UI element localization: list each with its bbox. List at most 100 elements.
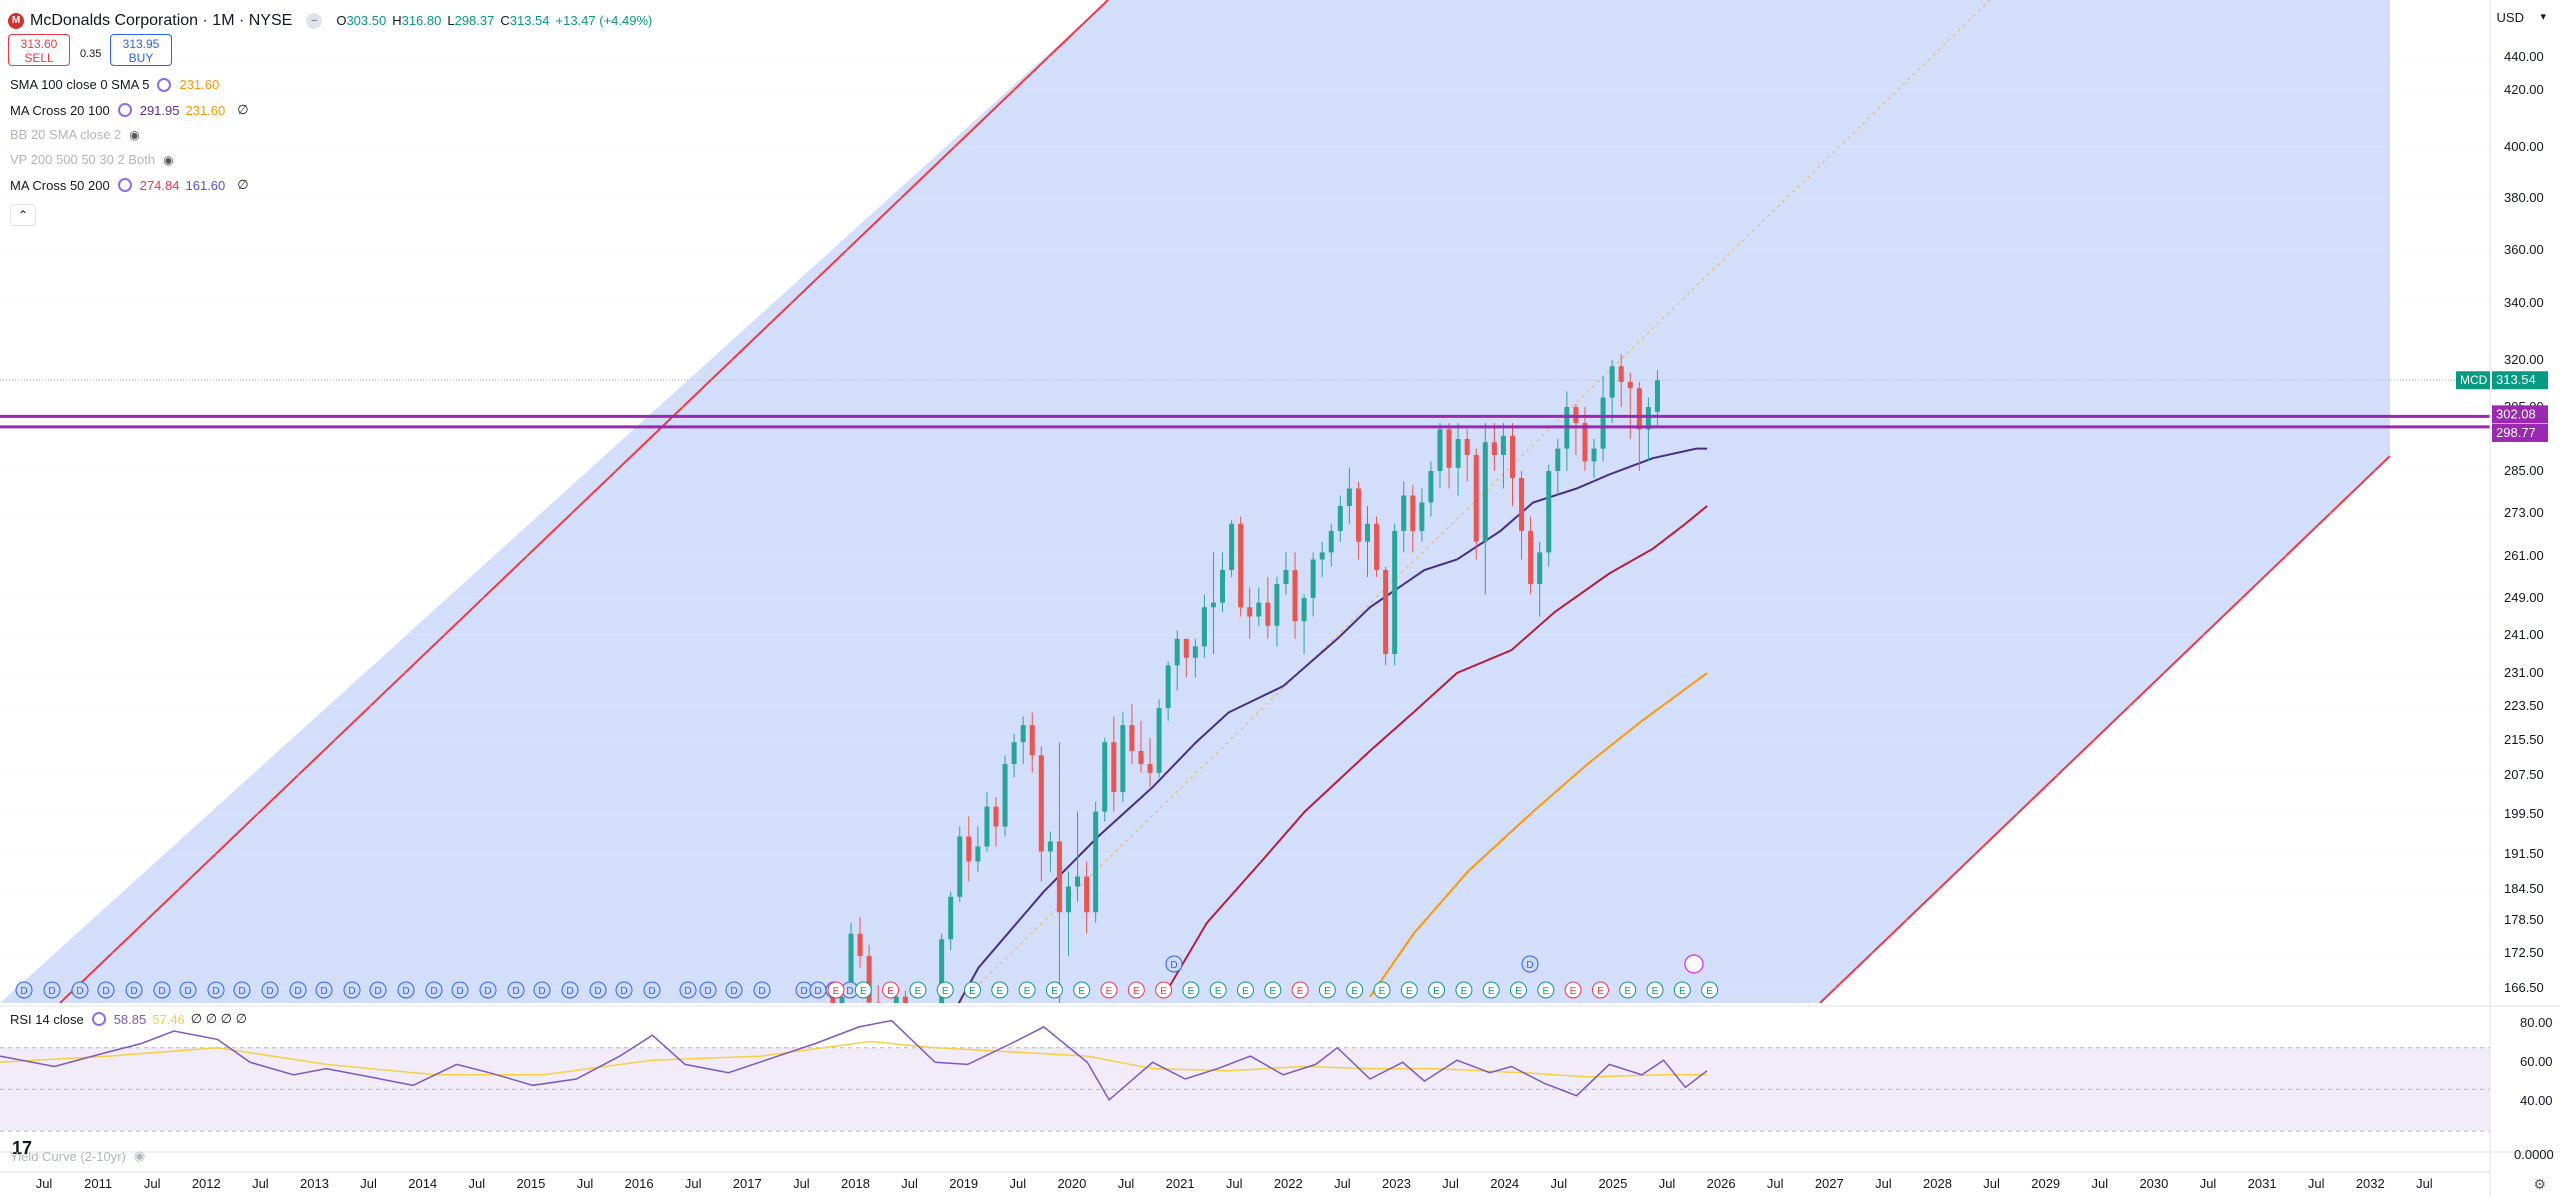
candle-body	[875, 1002, 881, 1003]
candle-body	[1337, 506, 1343, 531]
earnings-marker-label: E	[1051, 986, 1058, 997]
dividend-marker-label: D	[484, 986, 491, 997]
candlesticks[interactable]	[830, 354, 1660, 1197]
candle-body	[1419, 502, 1425, 531]
candle	[1374, 516, 1380, 577]
ohlc-value: 316.80	[401, 13, 442, 28]
indicator-legend-row[interactable]: BB 20 SMA close 2 ◉	[10, 127, 148, 142]
price-tick-label: 400.00	[2504, 139, 2544, 154]
indicator-name[interactable]: SMA 100 close 0 SMA 5	[10, 77, 150, 92]
chevron-down-icon[interactable]: ▾	[2540, 11, 2546, 23]
earnings-marker: E	[991, 981, 1009, 999]
earnings-marker-circle	[1237, 981, 1254, 999]
candle-body	[1482, 442, 1488, 542]
earnings-marker: E	[1318, 981, 1336, 999]
tradingview-logo-icon[interactable]: 17	[12, 1138, 33, 1158]
candle	[1365, 506, 1371, 577]
time-tick-label: 2031	[2248, 1176, 2277, 1191]
earnings-marker-circle	[1482, 981, 1500, 999]
candle	[1645, 397, 1651, 462]
price-tick-label: 184.50	[2504, 881, 2544, 896]
candle-body	[939, 939, 945, 1003]
dividend-marker: D	[1521, 955, 1539, 973]
indicator-legend-row[interactable]: SMA 100 close 0 SMA 5 231.60	[10, 77, 225, 92]
indicator-settings-icon[interactable]	[117, 103, 132, 117]
candle	[1075, 811, 1081, 902]
candle	[1201, 594, 1207, 658]
resistance-lines[interactable]	[0, 414, 2490, 429]
candle	[1355, 481, 1361, 560]
last-price-tag-bg	[2492, 371, 2548, 390]
dividend-marker-circle	[153, 981, 171, 999]
candle	[1482, 423, 1488, 595]
dividend-marker-label: D	[348, 986, 355, 997]
parallel-channel[interactable]	[0, 0, 2391, 1003]
candle-body	[1319, 552, 1325, 560]
earnings-marker-circle	[827, 981, 845, 999]
earnings-marker-label: E	[915, 986, 922, 997]
dividend-marker-label: D	[846, 986, 853, 997]
indicator-name[interactable]: VP 200 500 50 30 2 Both	[10, 152, 156, 167]
candle-body	[1229, 523, 1235, 570]
collapse-legend-button[interactable]: ⌃	[10, 204, 36, 226]
candle-body	[1410, 495, 1416, 531]
gear-icon[interactable]: ⚙	[2533, 1176, 2546, 1192]
earnings-marker: E	[1346, 981, 1364, 999]
symbol-title[interactable]: McDonalds Corporation · 1M · NYSE	[30, 11, 293, 29]
time-tick-label: 2026	[1707, 1176, 1736, 1191]
earnings-marker-label: E	[969, 986, 976, 997]
eye-hidden-icon[interactable]: ◉	[129, 127, 140, 142]
market-status-icon[interactable]: –	[306, 12, 323, 29]
candle	[1120, 712, 1126, 802]
candle	[975, 826, 981, 872]
indicator-name[interactable]: MA Cross 50 200	[10, 177, 110, 193]
dividend-marker-circle	[699, 981, 717, 999]
indicator-legend-row[interactable]: MA Cross 20 100 291.95 231.60 ∅	[10, 102, 249, 118]
earnings-marker-circle	[1291, 981, 1309, 999]
earnings-marker-label: E	[1706, 986, 1713, 997]
candle-body	[1047, 841, 1053, 852]
event-markers[interactable]: DDDDDDDDDDDDDDDDDDDDDDDDDDDDDDDDEEEEEEEE…	[15, 954, 1719, 999]
yield-curve-name[interactable]: Yield Curve (2-10yr)	[10, 1148, 126, 1164]
earnings-marker-circle	[1209, 981, 1227, 999]
candle-body	[866, 955, 872, 1003]
earnings-marker-label: E	[1297, 986, 1304, 997]
candle-body	[885, 1026, 890, 1044]
indicator-legend-row[interactable]: MA Cross 50 200 274.84 161.60 ∅	[10, 177, 249, 193]
rsi-name[interactable]: RSI 14 close	[10, 1011, 84, 1027]
time-tick-label: 2021	[1166, 1176, 1195, 1191]
dividend-marker: D	[589, 981, 607, 999]
eye-hidden-icon[interactable]: ◉	[133, 1148, 146, 1163]
dividend-marker-label: D	[320, 986, 327, 997]
dividend-marker-circle	[343, 981, 361, 999]
yield-curve-tick-label: 0.0000	[2514, 1147, 2554, 1162]
indicator-legend-row[interactable]: VP 200 500 50 30 2 Both ◉	[10, 152, 182, 167]
dividend-marker-label: D	[538, 986, 545, 997]
candle-body	[1591, 448, 1597, 462]
sell-button[interactable]: 313.60 SELL	[8, 34, 70, 66]
earnings-marker: E	[1482, 981, 1500, 999]
candle-body	[1582, 423, 1588, 462]
indicator-name[interactable]: BB 20 SMA close 2	[10, 127, 122, 142]
dividend-marker: D	[615, 981, 633, 999]
rsi-line	[0, 1019, 1708, 1102]
candle-body	[1265, 602, 1271, 626]
buy-button[interactable]: 313.95 BUY	[110, 34, 172, 66]
earnings-marker-circle	[1400, 981, 1418, 999]
indicator-settings-icon[interactable]	[117, 178, 132, 192]
candle	[957, 826, 963, 902]
candle	[857, 917, 863, 968]
earnings-marker: E	[1564, 981, 1582, 999]
indicator-name[interactable]: MA Cross 20 100	[10, 102, 110, 118]
dividend-marker-circle	[679, 981, 697, 999]
rsi-settings-icon[interactable]	[91, 1012, 106, 1026]
earnings-marker-label: E	[1242, 986, 1249, 997]
indicator-settings-icon[interactable]	[157, 77, 172, 92]
time-tick-label: 2014	[408, 1176, 437, 1191]
candle	[1401, 481, 1407, 553]
candle	[1283, 552, 1289, 595]
candle-body	[1056, 841, 1062, 913]
eye-hidden-icon[interactable]: ◉	[163, 152, 174, 167]
currency-selector[interactable]: USD	[2496, 10, 2524, 25]
